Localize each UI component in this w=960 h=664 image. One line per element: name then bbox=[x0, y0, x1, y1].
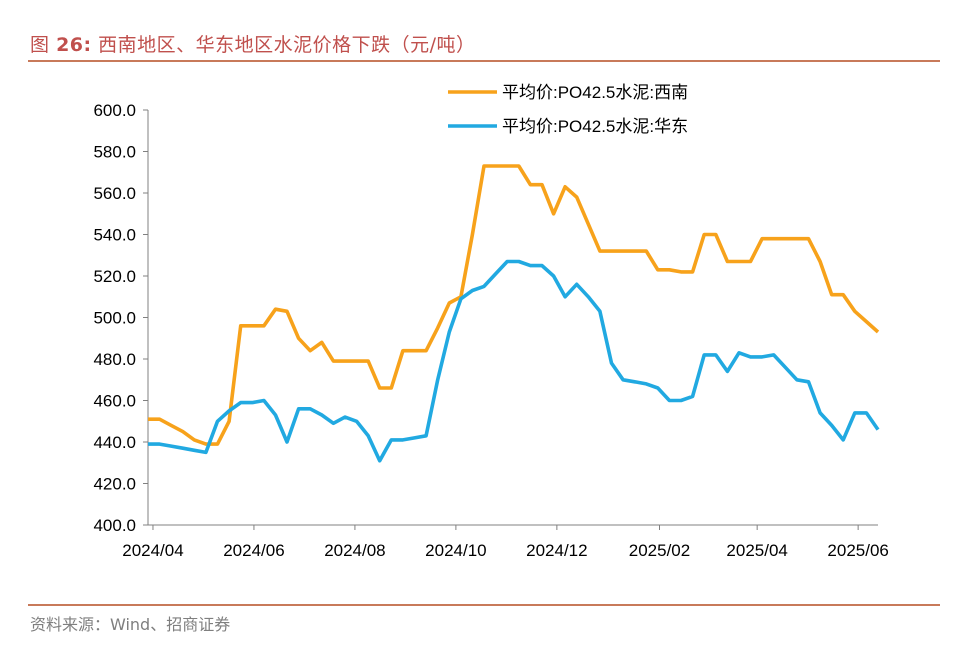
y-tick-label: 600.0 bbox=[93, 101, 136, 120]
bottom-rule bbox=[28, 604, 940, 606]
x-tick-label: 2024/10 bbox=[425, 541, 486, 560]
legend-label: 平均价:PO42.5水泥:华东 bbox=[502, 117, 688, 136]
y-tick-label: 500.0 bbox=[93, 309, 136, 328]
figure-title: 图 26: 西南地区、华东地区水泥价格下跌（元/吨） bbox=[30, 30, 476, 57]
y-tick-label: 580.0 bbox=[93, 143, 136, 162]
y-tick-label: 440.0 bbox=[93, 433, 136, 452]
series-line-southwest bbox=[148, 164, 880, 446]
x-tick-label: 2024/04 bbox=[122, 541, 183, 560]
source-note: 资料来源：Wind、招商证券 bbox=[30, 615, 231, 634]
figure-title-text: 西南地区、华东地区水泥价格下跌（元/吨） bbox=[98, 34, 476, 56]
y-tick-label: 560.0 bbox=[93, 184, 136, 203]
x-tick-label: 2025/06 bbox=[827, 541, 888, 560]
y-tick-label: 420.0 bbox=[93, 475, 136, 494]
line-chart: 400.0 420.0 440.0 460.0 480.0 500.0 520.0 540.0… bbox=[93, 83, 888, 560]
y-tick-label: 520.0 bbox=[93, 267, 136, 286]
y-tick-label: 480.0 bbox=[93, 350, 136, 369]
x-tick-label: 2024/08 bbox=[324, 541, 385, 560]
x-tick-label: 2024/06 bbox=[223, 541, 284, 560]
y-tick-label: 400.0 bbox=[93, 516, 136, 535]
axes: 400.0 420.0 440.0 460.0 480.0 500.0 520.0 540.0… bbox=[93, 101, 888, 560]
series-line-east bbox=[148, 259, 880, 463]
x-tick-label: 2025/02 bbox=[629, 541, 690, 560]
x-tick-label: 2024/12 bbox=[526, 541, 587, 560]
series-lines bbox=[148, 164, 880, 463]
legend-label: 平均价:PO42.5水泥:西南 bbox=[502, 83, 688, 102]
top-rule bbox=[28, 60, 940, 62]
figure-label: 图 bbox=[30, 34, 50, 56]
y-tick-label: 540.0 bbox=[93, 226, 136, 245]
figure-number: 26: bbox=[56, 34, 92, 56]
y-tick-label: 460.0 bbox=[93, 392, 136, 411]
x-tick-label: 2025/04 bbox=[726, 541, 787, 560]
